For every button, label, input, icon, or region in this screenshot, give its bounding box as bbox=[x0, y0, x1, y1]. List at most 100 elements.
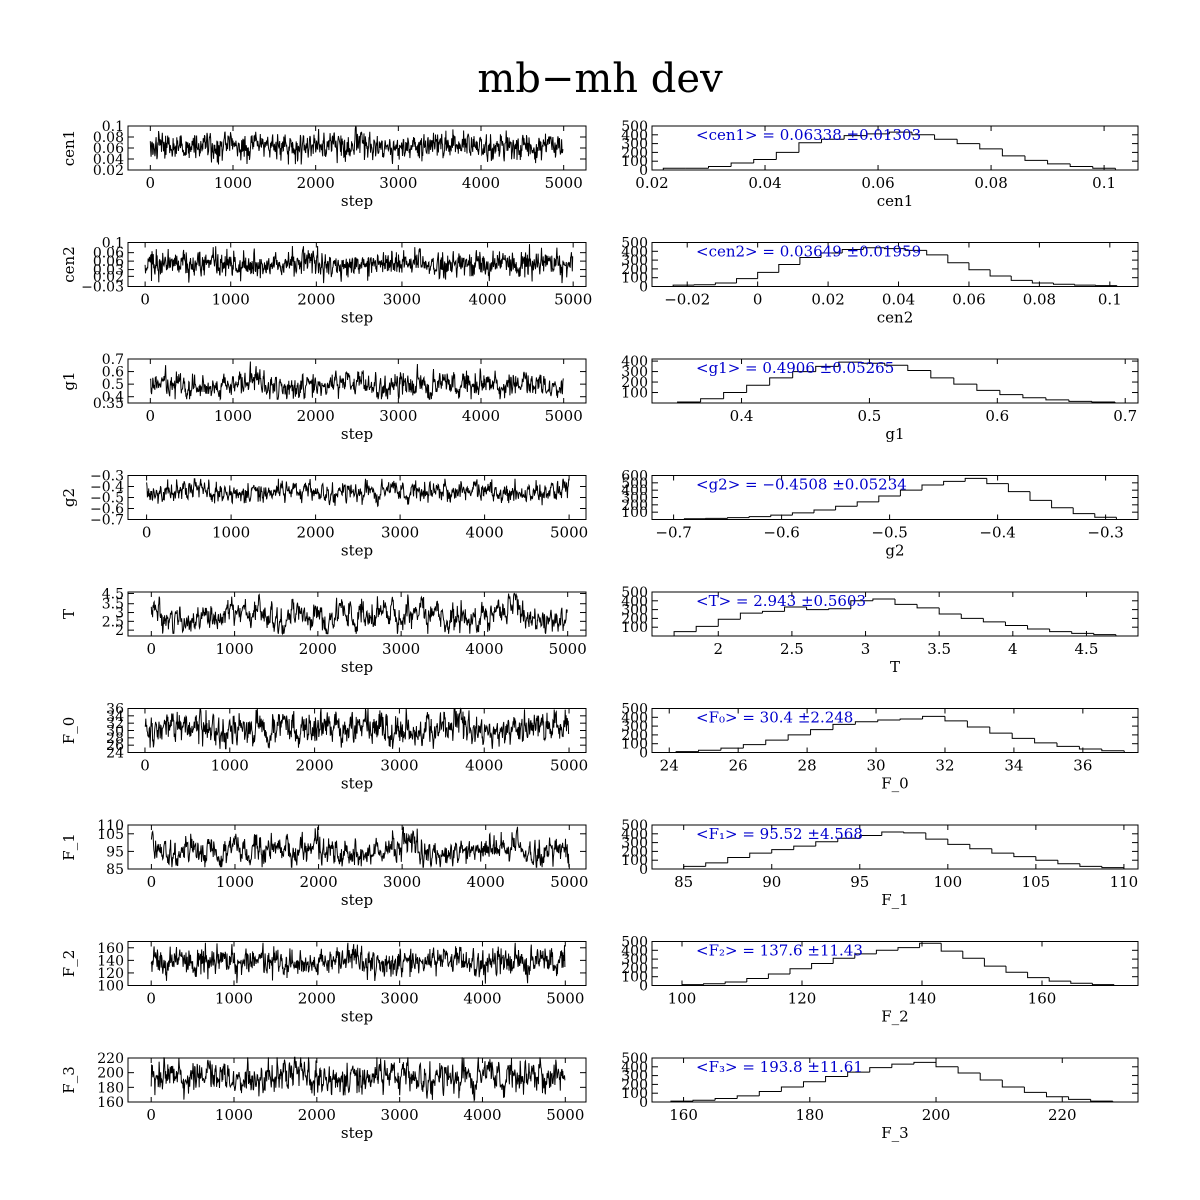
y-tick-label: 2 bbox=[115, 623, 124, 639]
stat-annotation: <cen2> = 0.03649 ±0.01959 bbox=[696, 243, 921, 261]
y-tick-label: 300 bbox=[621, 253, 648, 269]
histogram-bin bbox=[769, 377, 793, 386]
x-axis-label: g2 bbox=[885, 542, 904, 560]
histogram-bin bbox=[888, 131, 912, 134]
y-tick-label: 500 bbox=[621, 119, 648, 135]
x-tick-label: −0.6 bbox=[763, 524, 799, 542]
x-tick-label: 140 bbox=[908, 990, 937, 1008]
x-axis-label: step bbox=[341, 775, 373, 793]
x-tick-label: 3 bbox=[861, 640, 871, 658]
x-tick-label: 2000 bbox=[299, 640, 337, 658]
histogram-bin bbox=[742, 744, 766, 749]
x-tick-label: 2000 bbox=[299, 873, 337, 891]
histogram-bin bbox=[891, 1063, 914, 1068]
histogram-bin bbox=[672, 284, 695, 287]
histogram-bin bbox=[1045, 397, 1069, 401]
trace-line bbox=[144, 244, 574, 284]
histogram-bin bbox=[983, 958, 1006, 967]
x-tick-label: 0 bbox=[753, 291, 763, 309]
x-tick-label: 1000 bbox=[212, 524, 250, 542]
histogram-bin bbox=[736, 278, 758, 283]
trace-panel-g1: 0 1000 2000 3000 4000 5000 0.350.40.50.60.7 ste… bbox=[60, 352, 587, 443]
histogram-bin bbox=[957, 1066, 981, 1074]
x-tick-label: 0 bbox=[142, 524, 152, 542]
histogram-bin bbox=[966, 720, 990, 728]
histogram-bin bbox=[1052, 282, 1075, 285]
y-tick-label: 34 bbox=[106, 709, 124, 725]
axes-frame bbox=[127, 824, 587, 870]
histogram-bin bbox=[746, 977, 769, 982]
x-tick-label: −0.4 bbox=[979, 524, 1015, 542]
histogram-bin bbox=[746, 384, 770, 393]
y-tick-label: 500 bbox=[621, 1051, 648, 1067]
histogram-bin bbox=[692, 1099, 716, 1102]
x-tick-label: 30 bbox=[866, 757, 885, 775]
y-tick-label: 400 bbox=[621, 354, 648, 370]
y-tick-label: 500 bbox=[621, 476, 648, 492]
histogram-bin bbox=[979, 143, 1003, 150]
histogram-bin bbox=[1001, 1080, 1025, 1088]
histogram-bin bbox=[1057, 860, 1080, 865]
x-tick-label: 200 bbox=[922, 1106, 951, 1124]
x-tick-label: 5000 bbox=[550, 757, 588, 775]
histogram-bin bbox=[953, 377, 977, 385]
y-tick-label: −0.6 bbox=[90, 502, 124, 518]
histogram-bin bbox=[979, 1072, 1003, 1081]
y-tick-label: 85 bbox=[106, 862, 124, 878]
histogram-bin bbox=[662, 167, 686, 170]
axes-frame bbox=[651, 824, 1139, 870]
x-tick-label: 4000 bbox=[466, 524, 504, 542]
y-tick-label: 26 bbox=[106, 738, 124, 754]
y-tick-label: 3 bbox=[115, 606, 124, 622]
histogram-bin bbox=[791, 512, 814, 516]
histogram-bin bbox=[695, 625, 719, 632]
x-tick-label: 0.1 bbox=[1092, 174, 1116, 192]
histogram-bin bbox=[1094, 513, 1117, 518]
histogram-bin bbox=[757, 271, 779, 279]
y-tick-label: 4.5 bbox=[102, 586, 124, 602]
histogram-bin bbox=[806, 606, 829, 611]
x-tick-label: 100 bbox=[668, 990, 697, 1008]
histogram-bin bbox=[854, 721, 878, 725]
x-tick-label: −0.02 bbox=[664, 291, 710, 309]
y-axis-label: F_3 bbox=[60, 1066, 78, 1093]
histogram-bin bbox=[673, 631, 697, 636]
histogram-bin bbox=[947, 254, 969, 264]
y-tick-label: 36 bbox=[106, 702, 124, 718]
histogram-bin bbox=[771, 849, 794, 854]
trace-panel-T: 0 1000 2000 3000 4000 5000 22.533.54.5 step T bbox=[60, 586, 587, 676]
histogram-bin bbox=[1071, 631, 1094, 634]
x-tick-label: 1000 bbox=[212, 291, 250, 309]
histogram-bin bbox=[832, 957, 855, 964]
stat-annotation: <F₃> = 193.8 ±11.61 bbox=[696, 1058, 863, 1076]
histogram-bin bbox=[862, 247, 885, 250]
trace-line bbox=[144, 707, 570, 750]
x-tick-label: 5000 bbox=[549, 640, 587, 658]
y-axis-label: cen2 bbox=[60, 246, 78, 282]
x-axis-label: F_3 bbox=[881, 1124, 908, 1142]
x-tick-label: 90 bbox=[762, 873, 781, 891]
histogram-bin bbox=[905, 248, 927, 251]
x-tick-label: 0.5 bbox=[857, 407, 881, 425]
x-axis-label: step bbox=[341, 425, 373, 443]
histogram-bin bbox=[835, 505, 858, 510]
x-tick-label: 1000 bbox=[215, 1106, 253, 1124]
histogram-bin bbox=[935, 1062, 959, 1068]
histogram-bin bbox=[1074, 284, 1096, 286]
histogram-bin bbox=[916, 604, 940, 609]
histogram-bin bbox=[714, 282, 737, 285]
axes-frame bbox=[127, 242, 587, 287]
histogram-bin bbox=[940, 943, 963, 952]
x-tick-label: 0.04 bbox=[748, 174, 781, 192]
y-tick-label: 200 bbox=[621, 262, 648, 278]
y-tick-label: 140 bbox=[97, 953, 124, 969]
histogram-bin bbox=[847, 1071, 870, 1077]
page-title: mb−mh dev bbox=[477, 56, 723, 102]
y-tick-label: 200 bbox=[621, 1077, 648, 1093]
histogram-bin bbox=[962, 951, 985, 959]
histogram-bin bbox=[903, 832, 926, 834]
